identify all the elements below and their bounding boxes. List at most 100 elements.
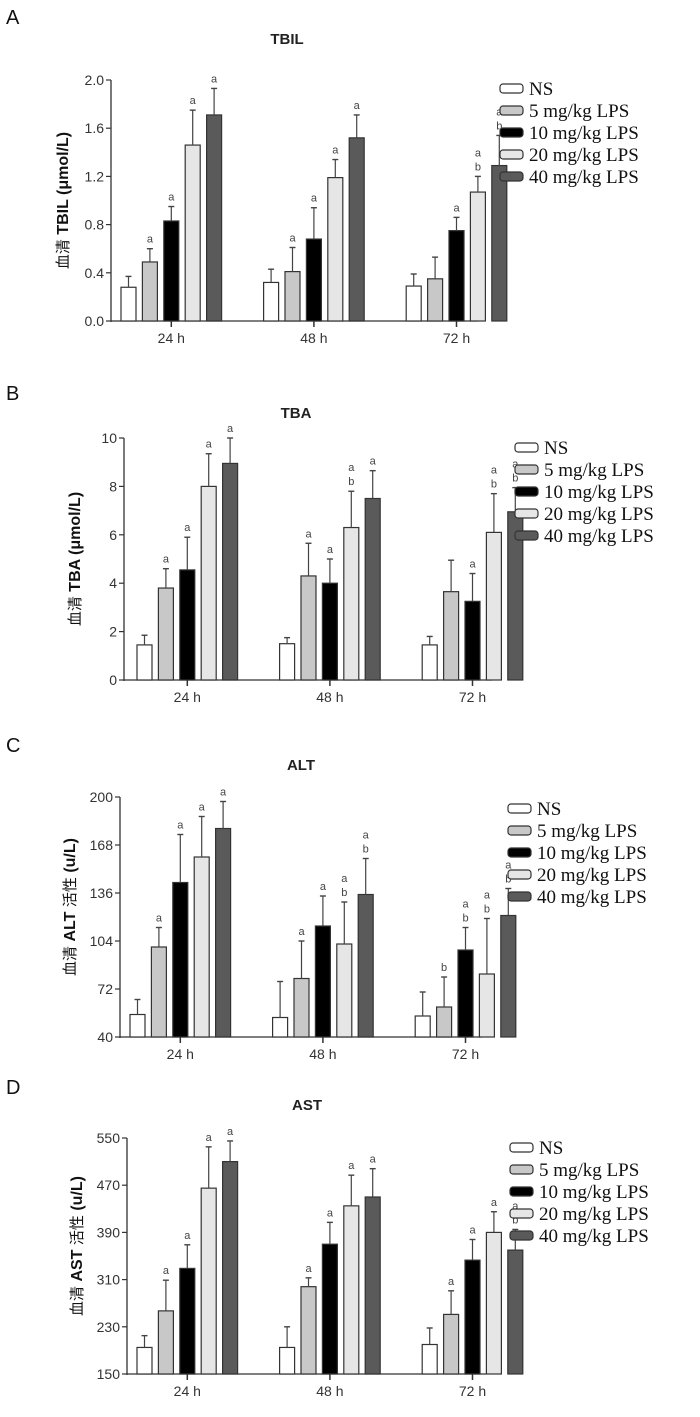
significance-label: a: [190, 95, 197, 107]
significance-label: a: [448, 1276, 455, 1288]
x-tick-label: 72 h: [459, 689, 486, 705]
chart-title: TBIL: [270, 31, 303, 48]
significance-label: a: [327, 544, 334, 556]
significance-label: a: [469, 1224, 476, 1236]
significance-label: b: [491, 479, 497, 491]
bar: [314, 925, 331, 1038]
bar: [136, 1346, 153, 1375]
significance-label: a: [184, 522, 191, 534]
significance-label: a: [505, 860, 512, 872]
legend-label: 40 mg/kg LPS: [537, 887, 647, 908]
significance-label: b: [512, 1214, 518, 1226]
significance-label: a: [220, 787, 227, 799]
bar: [478, 973, 495, 1038]
legend-label: NS: [529, 79, 553, 100]
y-axis-label-part: 血清: [61, 946, 79, 976]
significance-label: a: [184, 1230, 191, 1242]
legend-label: 40 mg/kg LPS: [529, 167, 639, 188]
significance-label: b: [512, 473, 518, 485]
significance-label: a: [512, 459, 519, 471]
y-axis-label: 血清 ALT 活性 (u/L): [61, 838, 79, 976]
legend-label: 5 mg/kg LPS: [537, 821, 637, 842]
legend-label: 10 mg/kg LPS: [529, 123, 639, 144]
legend-swatch: [499, 127, 524, 138]
chart-title: ALT: [287, 757, 315, 774]
y-axis-label-part: 活性: [68, 1215, 86, 1245]
significance-label: b: [475, 161, 481, 173]
bar: [436, 1006, 453, 1038]
significance-label: a: [341, 873, 348, 885]
significance-label: a: [462, 899, 469, 911]
y-tick-label: 150: [97, 1366, 121, 1382]
y-tick-label: 6: [109, 527, 117, 543]
significance-label: b: [348, 476, 354, 488]
bar: [357, 893, 374, 1038]
x-tick-label: 72 h: [443, 330, 470, 346]
legend-label: 10 mg/kg LPS: [544, 482, 654, 503]
bar: [279, 643, 296, 681]
y-axis-label: 血清 TBIL (μmol/L): [54, 132, 72, 269]
chart-panel-d: D AST 150 230 310 390 470 550 血清 AST 活性 (u/L) 24 …: [6, 1077, 649, 1399]
bar: [464, 600, 481, 681]
bar: [200, 485, 217, 681]
x-tick-label: 24 h: [158, 330, 185, 346]
significance-label: a: [332, 145, 339, 157]
legend-swatch: [507, 869, 532, 880]
chart-panel-c: C ALT 40 72 104 136 168 200 血清 ALT 活性 (u/L) 24 h a…: [6, 735, 647, 1062]
significance-label: a: [491, 1197, 498, 1209]
legend-label: 20 mg/kg LPS: [529, 145, 639, 166]
significance-label: a: [163, 1265, 170, 1277]
y-tick-label: 550: [97, 1130, 121, 1146]
y-axis-label: 血清 AST 活性 (u/L): [68, 1176, 86, 1316]
bar: [163, 220, 180, 322]
y-tick-label: 168: [90, 837, 114, 853]
bar: [222, 462, 239, 681]
significance-label: a: [370, 1154, 377, 1166]
legend-swatch: [514, 508, 539, 519]
bar: [443, 591, 460, 681]
y-axis-label-part: TBIL (μmol/L): [55, 132, 72, 239]
x-tick-label: 24 h: [167, 1046, 194, 1062]
significance-label: a: [298, 926, 305, 938]
significance-label: a: [199, 802, 206, 814]
y-axis-label-part: AST: [69, 1245, 86, 1286]
legend-swatch: [509, 1164, 534, 1175]
significance-label: a: [227, 1126, 234, 1138]
panel-letter: B: [6, 383, 19, 405]
bar: [427, 278, 444, 322]
y-tick-label: 40: [97, 1029, 113, 1045]
legend-swatch: [499, 83, 524, 94]
bar: [491, 164, 508, 322]
x-tick-label: 48 h: [316, 689, 343, 705]
significance-label: a: [289, 232, 296, 244]
bar: [405, 285, 422, 322]
significance-label: a: [163, 554, 170, 566]
chart-title: TBA: [281, 405, 312, 422]
x-tick-label: 48 h: [316, 1383, 343, 1399]
bar: [279, 1346, 296, 1375]
bar: [206, 114, 223, 322]
bar: [141, 261, 158, 322]
panel-letter: C: [6, 735, 20, 757]
bar: [179, 1267, 196, 1375]
legend-label: NS: [539, 1138, 563, 1159]
y-tick-label: 4: [109, 575, 117, 591]
legend-swatch: [507, 803, 532, 814]
legend-swatch: [514, 486, 539, 497]
significance-label: a: [147, 234, 154, 246]
chart-panel-b: B TBA 0 2 4 6 8 10 血清 TBA (μmol/L) 24 h a a a a 48 h a a…: [6, 383, 654, 705]
bar: [129, 1013, 146, 1038]
y-tick-label: 0.4: [85, 265, 105, 281]
x-tick-label: 72 h: [459, 1383, 486, 1399]
bar: [364, 497, 381, 681]
bar: [222, 1160, 239, 1375]
legend-swatch: [509, 1208, 534, 1219]
bar: [321, 1243, 338, 1375]
bar: [215, 827, 232, 1038]
bar: [485, 531, 502, 681]
y-tick-label: 230: [97, 1319, 121, 1335]
y-tick-label: 390: [97, 1224, 121, 1240]
y-tick-label: 0.0: [85, 313, 105, 329]
y-axis-label-part: ALT: [62, 907, 79, 946]
legend-label: 5 mg/kg LPS: [539, 1160, 639, 1181]
